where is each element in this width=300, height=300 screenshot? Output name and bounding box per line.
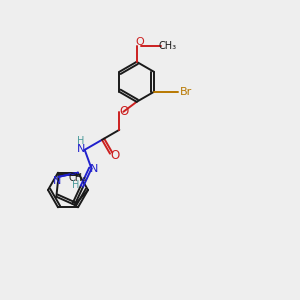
Text: N: N: [76, 144, 85, 154]
Text: Br: Br: [180, 87, 192, 97]
Text: CH₃: CH₃: [69, 173, 87, 183]
Text: O: O: [120, 105, 129, 118]
Text: N: N: [53, 176, 61, 186]
Text: H: H: [72, 180, 80, 190]
Text: N: N: [90, 164, 99, 174]
Text: CH₃: CH₃: [159, 41, 177, 51]
Text: O: O: [135, 37, 144, 47]
Text: O: O: [110, 149, 120, 162]
Text: H: H: [77, 136, 84, 146]
